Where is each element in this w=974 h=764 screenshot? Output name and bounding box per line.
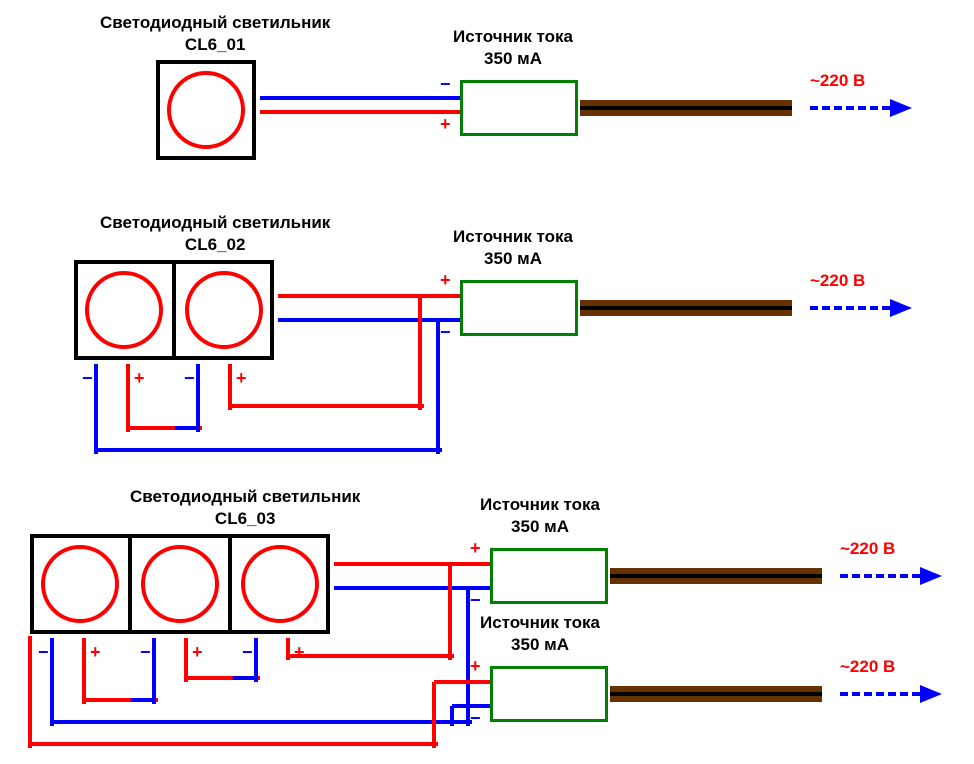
polarity-label: + <box>90 642 101 663</box>
divider <box>128 534 132 634</box>
wire <box>448 564 452 660</box>
polarity-label: − <box>470 708 481 729</box>
polarity-label: + <box>440 270 451 291</box>
wire <box>96 448 442 452</box>
led-label: Светодиодный светильникCL6_01 <box>100 12 330 56</box>
wire <box>418 296 422 410</box>
polarity-label: − <box>440 322 451 343</box>
ac-dash <box>810 306 890 314</box>
wire <box>30 742 438 746</box>
wire <box>288 654 454 658</box>
polarity-label: − <box>38 642 49 663</box>
led-circle <box>185 271 263 349</box>
arrow-icon <box>890 299 912 317</box>
polarity-label: + <box>294 642 305 663</box>
voltage-label: ~220 В <box>840 538 895 560</box>
led-circle <box>85 271 163 349</box>
polarity-label: − <box>242 642 253 663</box>
polarity-label: + <box>134 368 145 389</box>
driver-label: Источник тока350 мА <box>480 494 600 538</box>
voltage-label: ~220 В <box>810 270 865 292</box>
arrow-icon <box>920 685 942 703</box>
polarity-label: − <box>140 642 151 663</box>
wire <box>210 676 256 680</box>
ac-dash <box>810 106 890 114</box>
wire <box>196 364 200 432</box>
wire <box>254 638 258 682</box>
polarity-label: + <box>236 368 247 389</box>
wire <box>152 426 198 430</box>
arrow-icon <box>920 567 942 585</box>
polarity-label: − <box>82 368 93 389</box>
ac-wire <box>610 692 822 696</box>
led-circle <box>141 545 219 623</box>
ac-wire <box>580 106 792 110</box>
wire <box>82 638 86 704</box>
wire <box>94 364 98 454</box>
wire <box>152 638 156 704</box>
wire <box>334 562 492 566</box>
wire <box>108 698 154 702</box>
ac-wire <box>580 306 792 310</box>
voltage-label: ~220 В <box>840 656 895 678</box>
ac-dash <box>840 574 920 582</box>
wire <box>260 110 462 114</box>
divider <box>228 534 232 634</box>
wire <box>230 404 424 408</box>
polarity-label: + <box>470 538 481 559</box>
voltage-label: ~220 В <box>810 70 865 92</box>
polarity-label: − <box>440 74 451 95</box>
wire <box>450 706 454 726</box>
wire <box>434 680 492 684</box>
wire <box>432 682 436 748</box>
ac-dash <box>840 692 920 700</box>
led-circle <box>167 71 245 149</box>
divider <box>172 260 176 360</box>
wire <box>126 364 130 432</box>
polarity-label: + <box>470 656 481 677</box>
polarity-label: + <box>440 114 451 135</box>
driver-label: Источник тока350 мА <box>453 26 573 70</box>
driver-label: Источник тока350 мА <box>480 612 600 656</box>
driver-label: Источник тока350 мА <box>453 226 573 270</box>
wire <box>28 636 32 748</box>
wire <box>278 318 462 322</box>
current-driver <box>490 548 608 604</box>
wire <box>52 720 472 724</box>
polarity-label: − <box>470 590 481 611</box>
led-label: Светодиодный светильникCL6_03 <box>130 486 360 530</box>
current-driver <box>460 80 578 136</box>
wire <box>50 638 54 726</box>
wiring-diagram-canvas: Светодиодный светильникCL6_01 Источник то… <box>0 0 974 764</box>
current-driver <box>490 666 608 722</box>
led-label: Светодиодный светильникCL6_02 <box>100 212 330 256</box>
current-driver <box>460 280 578 336</box>
led-circle <box>41 545 119 623</box>
wire <box>260 96 462 100</box>
wire <box>278 294 462 298</box>
arrow-icon <box>890 99 912 117</box>
polarity-label: − <box>184 368 195 389</box>
led-circle <box>241 545 319 623</box>
polarity-label: + <box>192 642 203 663</box>
ac-wire <box>610 574 822 578</box>
